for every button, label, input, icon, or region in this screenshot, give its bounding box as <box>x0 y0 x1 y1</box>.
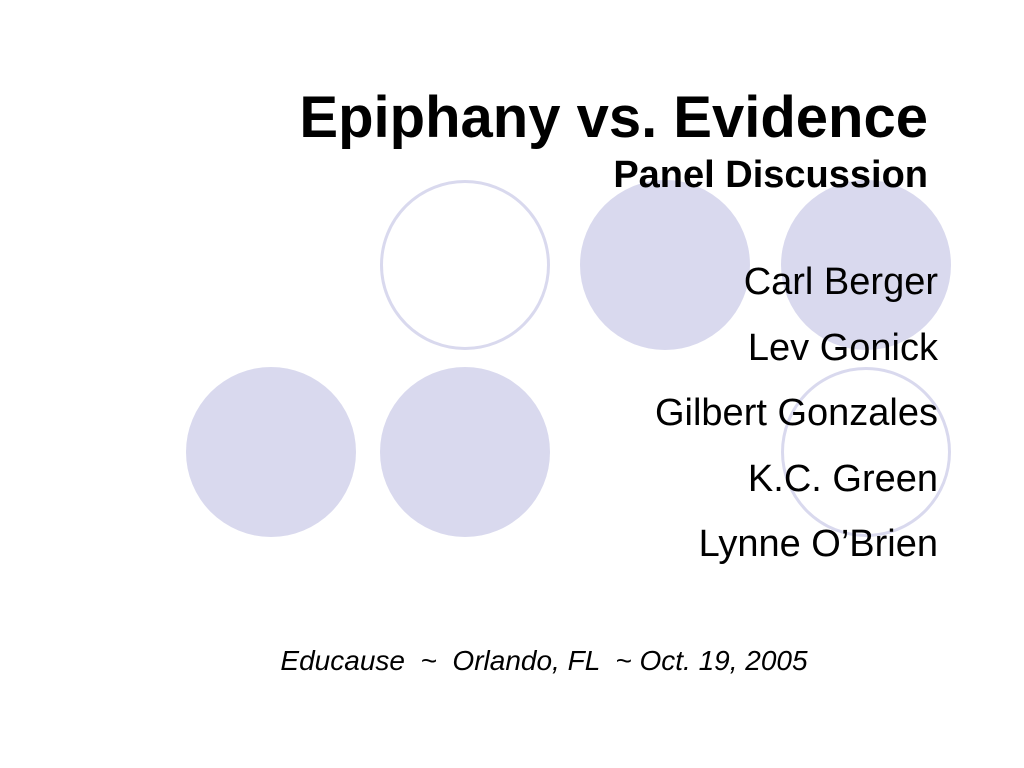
title-block: Epiphany vs. Evidence Panel Discussion <box>299 84 928 198</box>
panelist-name: K.C. Green <box>747 457 938 500</box>
panelist-name: Carl Berger <box>743 261 938 303</box>
panelist-name: Lynne O’Brien <box>698 523 938 565</box>
panelist-name: Gilbert Gonzales <box>654 392 938 434</box>
decorative-circle-outline <box>380 180 550 350</box>
panelist-list: Carl Berger Lev Gonick Gilbert Gonzales … <box>655 250 938 578</box>
decorative-circle-filled <box>781 180 951 350</box>
slide-title: Epiphany vs. Evidence <box>299 85 928 150</box>
decorative-circle-filled <box>380 367 550 537</box>
panelist-name: Lev Gonick <box>747 326 938 369</box>
slide-subtitle: Panel Discussion <box>613 154 928 196</box>
decorative-circle-filled <box>186 367 356 537</box>
decorative-circle-filled <box>580 180 750 350</box>
decorative-circle-outline <box>781 367 951 537</box>
event-footer: Educause ~ Orlando, FL ~ Oct. 19, 2005 <box>280 645 808 676</box>
